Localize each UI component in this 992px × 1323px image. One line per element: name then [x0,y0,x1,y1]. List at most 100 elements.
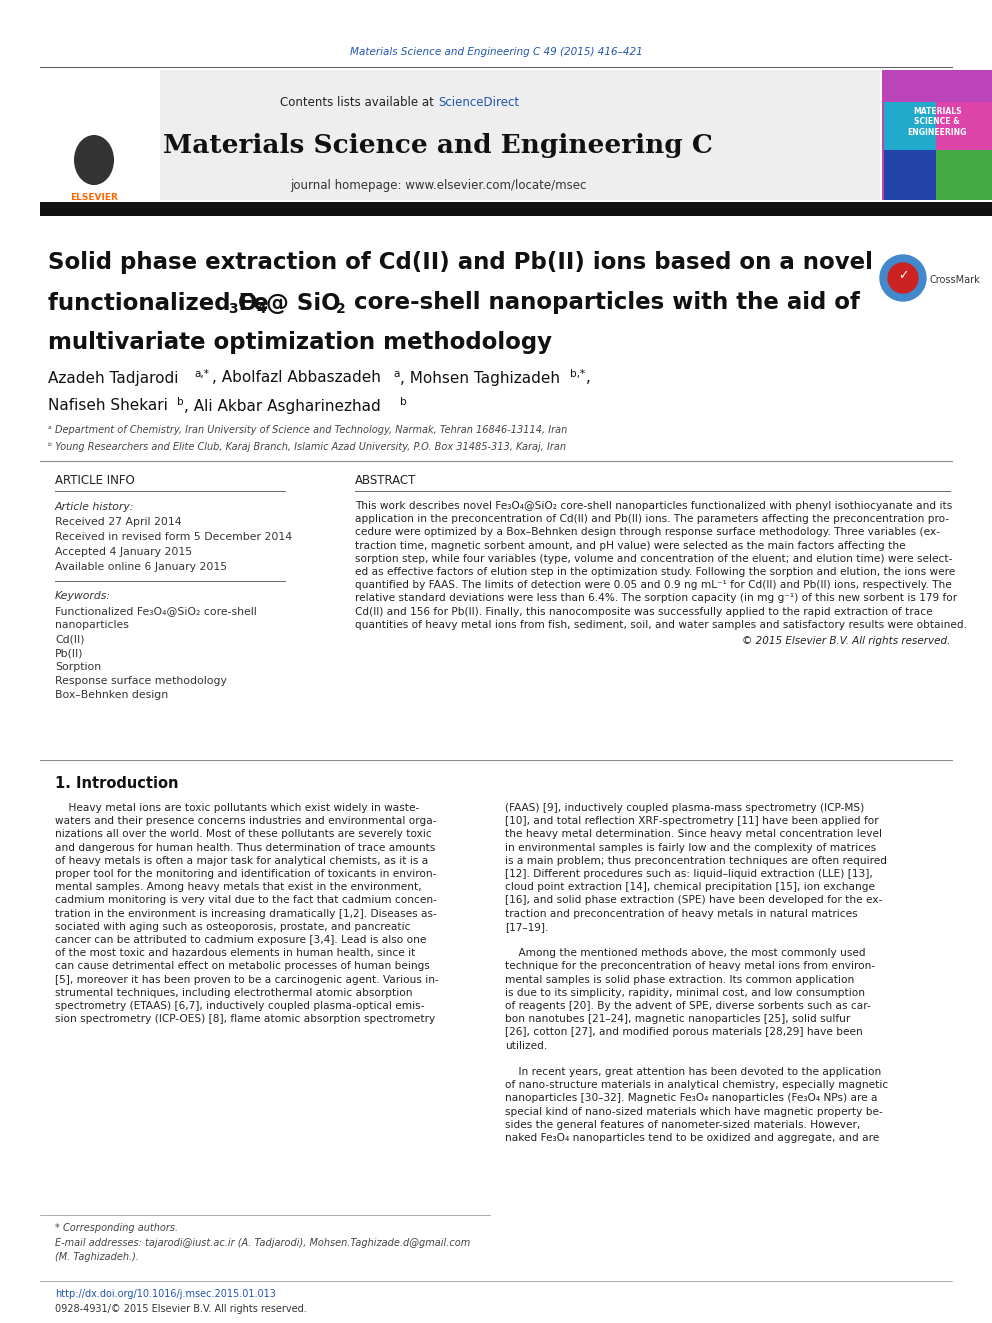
Text: , Mohsen Taghizadeh: , Mohsen Taghizadeh [400,370,564,385]
Text: a,*: a,* [194,369,209,378]
Text: proper tool for the monitoring and identification of toxicants in environ-: proper tool for the monitoring and ident… [55,869,436,878]
Text: (M. Taghizadeh.).: (M. Taghizadeh.). [55,1252,139,1262]
Text: ELSEVIER: ELSEVIER [70,193,118,201]
Text: mental samples. Among heavy metals that exist in the environment,: mental samples. Among heavy metals that … [55,882,422,892]
Text: sociated with aging such as osteoporosis, prostate, and pancreatic: sociated with aging such as osteoporosis… [55,922,411,931]
Text: quantified by FAAS. The limits of detection were 0.05 and 0.9 ng mL⁻¹ for Cd(II): quantified by FAAS. The limits of detect… [355,581,951,590]
Text: Materials Science and Engineering C: Materials Science and Engineering C [163,132,713,157]
FancyBboxPatch shape [40,202,992,216]
Text: [26], cotton [27], and modified porous materials [28,29] have been: [26], cotton [27], and modified porous m… [505,1028,863,1037]
FancyBboxPatch shape [91,155,97,185]
Ellipse shape [74,135,114,185]
Text: ed as effective factors of elution step in the optimization study. Following the: ed as effective factors of elution step … [355,568,955,577]
Text: nanoparticles: nanoparticles [55,620,129,630]
Text: Box–Behnken design: Box–Behnken design [55,691,168,700]
Text: of nano-structure materials in analytical chemistry, especially magnetic: of nano-structure materials in analytica… [505,1080,888,1090]
Text: (FAAS) [9], inductively coupled plasma-mass spectrometry (ICP-MS): (FAAS) [9], inductively coupled plasma-m… [505,803,864,814]
Text: special kind of nano-sized materials which have magnetic property be-: special kind of nano-sized materials whi… [505,1106,883,1117]
Text: Contents lists available at: Contents lists available at [281,97,438,110]
Text: the heavy metal determination. Since heavy metal concentration level: the heavy metal determination. Since hea… [505,830,882,839]
Text: ABSTRACT: ABSTRACT [355,475,417,487]
Circle shape [888,263,918,292]
Text: © 2015 Elsevier B.V. All rights reserved.: © 2015 Elsevier B.V. All rights reserved… [742,636,950,646]
Text: Cd(II) and 156 for Pb(II). Finally, this nanocomposite was successfully applied : Cd(II) and 156 for Pb(II). Finally, this… [355,607,932,617]
Text: spectrometry (ETAAS) [6,7], inductively coupled plasma-optical emis-: spectrometry (ETAAS) [6,7], inductively … [55,1002,425,1011]
Text: 3: 3 [228,302,238,316]
Text: sides the general features of nanometer-sized materials. However,: sides the general features of nanometer-… [505,1119,860,1130]
Text: journal homepage: www.elsevier.com/locate/msec: journal homepage: www.elsevier.com/locat… [290,179,586,192]
Text: Nafiseh Shekari: Nafiseh Shekari [48,398,173,414]
Text: a: a [393,369,400,378]
Text: , Ali Akbar Asgharinezhad: , Ali Akbar Asgharinezhad [184,398,386,414]
Text: Cd(II): Cd(II) [55,634,84,644]
Text: in environmental samples is fairly low and the complexity of matrices: in environmental samples is fairly low a… [505,843,876,852]
Text: traction and preconcentration of heavy metals in natural matrices: traction and preconcentration of heavy m… [505,909,858,918]
Text: ScienceDirect: ScienceDirect [438,97,519,110]
Text: Functionalized Fe₃O₄@SiO₂ core-shell: Functionalized Fe₃O₄@SiO₂ core-shell [55,606,257,617]
Text: Available online 6 January 2015: Available online 6 January 2015 [55,562,227,572]
Text: MATERIALS
SCIENCE &
ENGINEERING: MATERIALS SCIENCE & ENGINEERING [908,107,966,136]
Text: * Corresponding authors.: * Corresponding authors. [55,1222,179,1233]
Text: Article history:: Article history: [55,501,134,512]
Text: cadmium monitoring is very vital due to the fact that cadmium concen-: cadmium monitoring is very vital due to … [55,896,436,905]
Text: technique for the preconcentration of heavy metal ions from environ-: technique for the preconcentration of he… [505,962,875,971]
Text: ᵇ Young Researchers and Elite Club, Karaj Branch, Islamic Azad University, P.O. : ᵇ Young Researchers and Elite Club, Kara… [48,442,566,452]
Text: 0928-4931/© 2015 Elsevier B.V. All rights reserved.: 0928-4931/© 2015 Elsevier B.V. All right… [55,1304,307,1314]
Text: b,*: b,* [570,369,585,378]
Text: Materials Science and Engineering C 49 (2015) 416–421: Materials Science and Engineering C 49 (… [349,48,643,57]
Text: sion spectrometry (ICP-OES) [8], flame atomic absorption spectrometry: sion spectrometry (ICP-OES) [8], flame a… [55,1015,435,1024]
Text: core-shell nanoparticles with the aid of: core-shell nanoparticles with the aid of [346,291,860,315]
Text: tration in the environment is increasing dramatically [1,2]. Diseases as-: tration in the environment is increasing… [55,909,436,918]
Text: of heavy metals is often a major task for analytical chemists, as it is a: of heavy metals is often a major task fo… [55,856,429,865]
Text: of reagents [20]. By the advent of SPE, diverse sorbents such as car-: of reagents [20]. By the advent of SPE, … [505,1002,871,1011]
FancyBboxPatch shape [936,102,992,149]
Text: naked Fe₃O₄ nanoparticles tend to be oxidized and aggregate, and are: naked Fe₃O₄ nanoparticles tend to be oxi… [505,1132,879,1143]
Text: Received in revised form 5 December 2014: Received in revised form 5 December 2014 [55,532,292,542]
Text: nizations all over the world. Most of these pollutants are severely toxic: nizations all over the world. Most of th… [55,830,432,839]
Text: Solid phase extraction of Cd(II) and Pb(II) ions based on a novel: Solid phase extraction of Cd(II) and Pb(… [48,251,873,274]
Text: bon nanotubes [21–24], magnetic nanoparticles [25], solid sulfur: bon nanotubes [21–24], magnetic nanopart… [505,1015,850,1024]
Text: functionalized Fe: functionalized Fe [48,291,269,315]
Text: http://dx.doi.org/10.1016/j.msec.2015.01.013: http://dx.doi.org/10.1016/j.msec.2015.01… [55,1289,276,1299]
Text: 1. Introduction: 1. Introduction [55,775,179,791]
Text: Response surface methodology: Response surface methodology [55,676,227,687]
Text: Among the mentioned methods above, the most commonly used: Among the mentioned methods above, the m… [505,949,866,958]
Text: Sorption: Sorption [55,662,101,672]
Text: can cause detrimental effect on metabolic processes of human beings: can cause detrimental effect on metaboli… [55,962,430,971]
Text: E-mail addresses: tajarodi@iust.ac.ir (A. Tadjarodi), Mohsen.Taghizade.d@gmail.c: E-mail addresses: tajarodi@iust.ac.ir (A… [55,1238,470,1248]
Text: This work describes novel Fe₃O₄@SiO₂ core-shell nanoparticles functionalized wit: This work describes novel Fe₃O₄@SiO₂ cor… [355,501,952,511]
Text: @ SiO: @ SiO [266,291,340,315]
Text: multivariate optimization methodology: multivariate optimization methodology [48,332,552,355]
Text: ᵃ Department of Chemistry, Iran University of Science and Technology, Narmak, Te: ᵃ Department of Chemistry, Iran Universi… [48,425,567,435]
FancyBboxPatch shape [40,70,160,200]
Text: of the most toxic and hazardous elements in human health, since it: of the most toxic and hazardous elements… [55,949,416,958]
Text: application in the preconcentration of Cd(II) and Pb(II) ions. The parameters af: application in the preconcentration of C… [355,515,949,524]
Text: cloud point extraction [14], chemical precipitation [15], ion exchange: cloud point extraction [14], chemical pr… [505,882,875,892]
Text: relative standard deviations were less than 6.4%. The sorption capacity (in mg g: relative standard deviations were less t… [355,594,957,603]
Text: [16], and solid phase extraction (SPE) have been developed for the ex-: [16], and solid phase extraction (SPE) h… [505,896,882,905]
Text: ,: , [586,370,591,385]
FancyBboxPatch shape [884,102,936,149]
Text: O: O [238,291,257,315]
Text: b: b [400,397,407,407]
Text: traction time, magnetic sorbent amount, and pH value) were selected as the main : traction time, magnetic sorbent amount, … [355,541,906,550]
Text: utilized.: utilized. [505,1041,548,1050]
Text: waters and their presence concerns industries and environmental orga-: waters and their presence concerns indus… [55,816,436,826]
Text: sorption step, while four variables (type, volume and concentration of the eluen: sorption step, while four variables (typ… [355,554,952,564]
Text: is due to its simplicity, rapidity, minimal cost, and low consumption: is due to its simplicity, rapidity, mini… [505,988,865,998]
FancyBboxPatch shape [936,149,992,200]
Text: cancer can be attributed to cadmium exposure [3,4]. Lead is also one: cancer can be attributed to cadmium expo… [55,935,427,945]
Text: cedure were optimized by a Box–Behnken design through response surface methodolo: cedure were optimized by a Box–Behnken d… [355,528,940,537]
Text: In recent years, great attention has been devoted to the application: In recent years, great attention has bee… [505,1068,881,1077]
Text: quantities of heavy metal ions from fish, sediment, soil, and water samples and : quantities of heavy metal ions from fish… [355,619,967,630]
Text: Pb(II): Pb(II) [55,648,83,658]
Text: , Abolfazl Abbaszadeh: , Abolfazl Abbaszadeh [212,370,386,385]
Text: Azadeh Tadjarodi: Azadeh Tadjarodi [48,370,184,385]
Text: is a main problem; thus preconcentration techniques are often required: is a main problem; thus preconcentration… [505,856,887,865]
Text: Accepted 4 January 2015: Accepted 4 January 2015 [55,546,192,557]
FancyBboxPatch shape [882,70,992,200]
Text: strumental techniques, including electrothermal atomic absorption: strumental techniques, including electro… [55,988,413,998]
Text: Received 27 April 2014: Received 27 April 2014 [55,517,182,527]
Text: [17–19].: [17–19]. [505,922,549,931]
Text: Heavy metal ions are toxic pollutants which exist widely in waste-: Heavy metal ions are toxic pollutants wh… [55,803,420,814]
